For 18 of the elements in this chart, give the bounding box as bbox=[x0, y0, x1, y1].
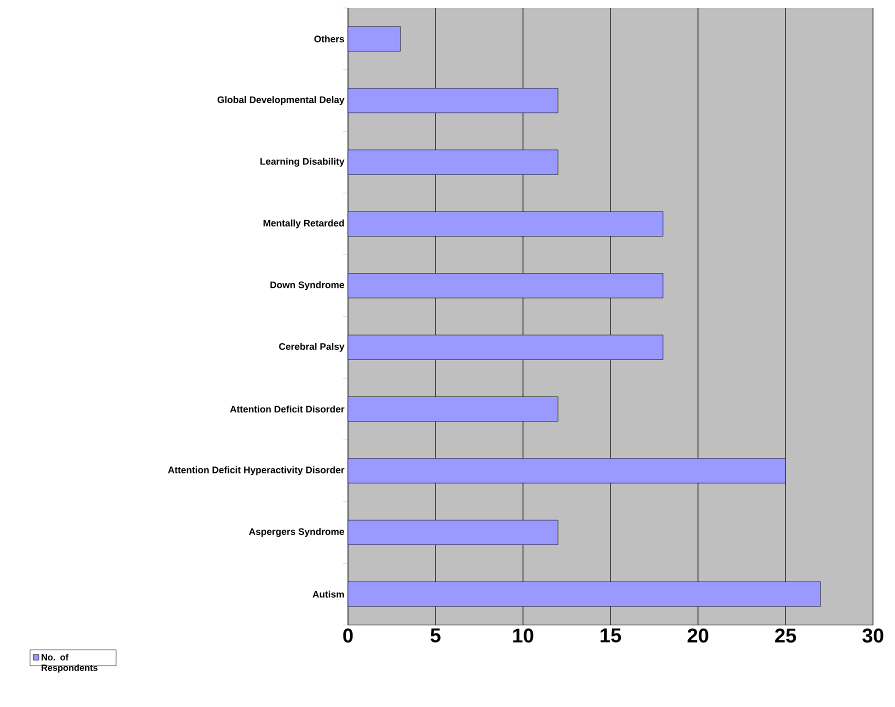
x-tick-label: 20 bbox=[688, 628, 708, 643]
y-tick-label: Attention Deficit Disorder bbox=[230, 406, 344, 413]
y-tick-label: Global Developmental Delay bbox=[218, 96, 344, 105]
y-tick-label: Cerebral Palsy bbox=[279, 342, 344, 352]
y-tick-label: Attention Deficit Hyperactivity Disorder bbox=[168, 466, 344, 476]
y-tick-label: Aspergers Syndrome bbox=[248, 528, 344, 537]
x-tick-label: 25 bbox=[775, 628, 796, 643]
y-tick-label: Mentally Retarded bbox=[264, 220, 344, 228]
y-tick-label: Others bbox=[314, 35, 344, 42]
x-tick-label: 30 bbox=[862, 628, 884, 643]
x-tick-label: 10 bbox=[513, 628, 534, 643]
y-tick-label: Learning Disability bbox=[260, 158, 344, 167]
x-tick-label: 0 bbox=[343, 628, 353, 643]
x-tick-label: 5 bbox=[430, 628, 440, 642]
y-tick-label: Autism bbox=[312, 590, 344, 598]
legend-label: No. of Respondents bbox=[42, 654, 98, 673]
y-tick-label: Down Syndrome bbox=[270, 281, 344, 290]
x-tick-label: 15 bbox=[600, 628, 622, 642]
